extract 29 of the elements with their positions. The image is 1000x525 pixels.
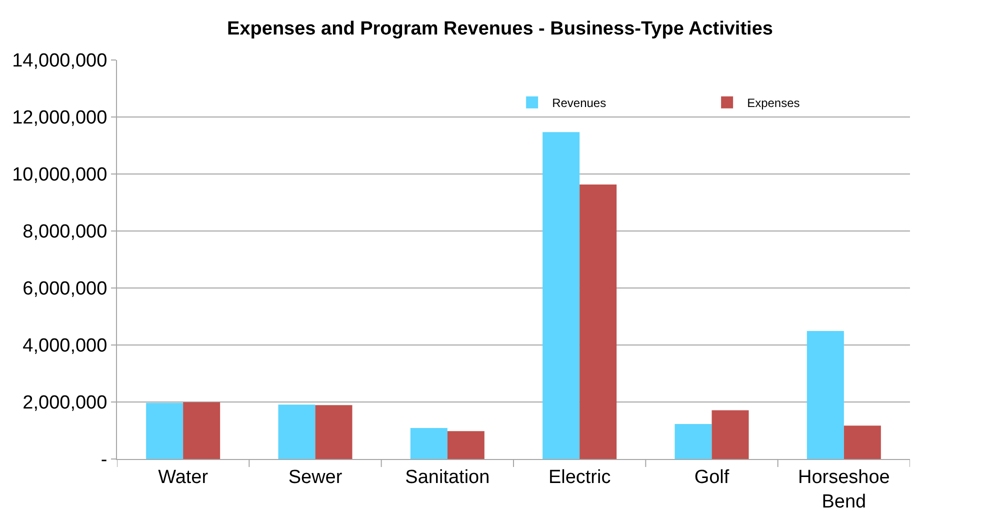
y-tick-label: 6,000,000 xyxy=(22,278,108,300)
y-tick-label: 2,000,000 xyxy=(22,392,108,414)
legend-label: Expenses xyxy=(747,96,800,110)
bar xyxy=(580,184,617,459)
x-tick-label: Water xyxy=(158,466,209,488)
bar xyxy=(844,426,881,459)
bar xyxy=(183,402,220,459)
bar xyxy=(674,424,712,459)
y-tick-label: 14,000,000 xyxy=(12,50,108,72)
legend-label: Revenues xyxy=(552,96,606,110)
bar xyxy=(806,331,844,459)
bar xyxy=(447,431,484,459)
y-tick-label: 4,000,000 xyxy=(22,336,108,357)
y-tick-label: - xyxy=(100,450,108,471)
bar xyxy=(712,410,749,459)
y-tick-label: 8,000,000 xyxy=(22,222,108,243)
chart-title: Expenses and Program Revenues - Business-Type Activities xyxy=(227,18,773,40)
bar xyxy=(542,132,580,459)
bar xyxy=(315,405,352,459)
bar xyxy=(278,404,316,459)
y-tick-label: 10,000,000 xyxy=(12,164,108,186)
x-tick-label: Horseshoe Bend xyxy=(798,466,890,512)
bar xyxy=(146,402,184,459)
x-tick-label: Sanitation xyxy=(405,466,490,488)
x-tick-label: Electric xyxy=(548,466,611,488)
x-tick-label: Golf xyxy=(694,466,730,488)
x-tick-label: Sewer xyxy=(288,466,343,488)
bar xyxy=(410,428,448,459)
y-tick-label: 12,000,000 xyxy=(12,108,108,129)
